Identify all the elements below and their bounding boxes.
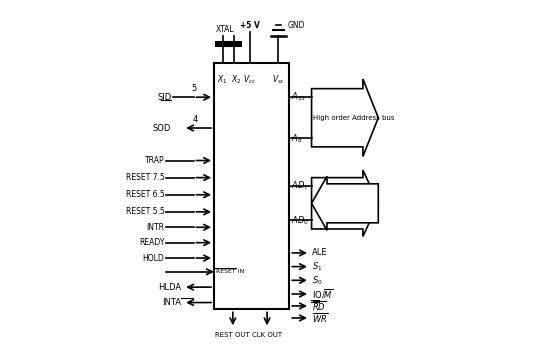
Text: $\overline{RD}$: $\overline{RD}$: [312, 299, 326, 313]
Text: RESET 7.5: RESET 7.5: [126, 173, 164, 182]
Text: RESET 6.5: RESET 6.5: [126, 190, 164, 199]
Text: 5: 5: [191, 84, 196, 93]
Text: INTR: INTR: [147, 223, 164, 232]
Text: $AD_0$: $AD_0$: [291, 214, 309, 227]
Polygon shape: [312, 176, 378, 230]
Text: INTA: INTA: [162, 298, 182, 307]
Text: READY: READY: [139, 238, 164, 247]
Text: ALE: ALE: [312, 248, 327, 257]
Text: HOLD: HOLD: [143, 254, 164, 263]
Text: $A_8$: $A_8$: [291, 132, 302, 145]
Text: $V_{cc}$: $V_{cc}$: [243, 73, 256, 86]
Text: $AD_7$: $AD_7$: [291, 180, 309, 193]
Text: 4: 4: [193, 115, 198, 124]
Text: RESET 5.5: RESET 5.5: [126, 207, 164, 216]
Polygon shape: [312, 170, 378, 236]
Text: $S_0$: $S_0$: [312, 274, 322, 287]
Text: RESET IN: RESET IN: [216, 269, 244, 274]
Text: XTAL: XTAL: [216, 25, 234, 34]
Text: $A_{15}$: $A_{15}$: [291, 91, 306, 103]
Text: $\overline{WR}$: $\overline{WR}$: [312, 311, 328, 325]
Text: IO/$\overline{M}$: IO/$\overline{M}$: [312, 287, 333, 300]
Text: +5 V: +5 V: [240, 21, 260, 30]
Text: HLDA: HLDA: [159, 283, 182, 292]
Text: SID: SID: [157, 93, 171, 102]
Text: GND: GND: [288, 21, 306, 30]
Bar: [214, 63, 289, 309]
Text: $S_1$: $S_1$: [312, 260, 322, 273]
Text: SOD: SOD: [153, 124, 171, 132]
Text: TRAP: TRAP: [145, 156, 164, 165]
Text: CLK OUT: CLK OUT: [252, 332, 282, 338]
Text: REST OUT: REST OUT: [215, 332, 250, 338]
Polygon shape: [312, 79, 378, 156]
Text: $X_1$  $X_2$: $X_1$ $X_2$: [217, 73, 242, 86]
Text: $V_{ss}$: $V_{ss}$: [272, 73, 285, 86]
Text: High order Address bus: High order Address bus: [313, 115, 395, 121]
